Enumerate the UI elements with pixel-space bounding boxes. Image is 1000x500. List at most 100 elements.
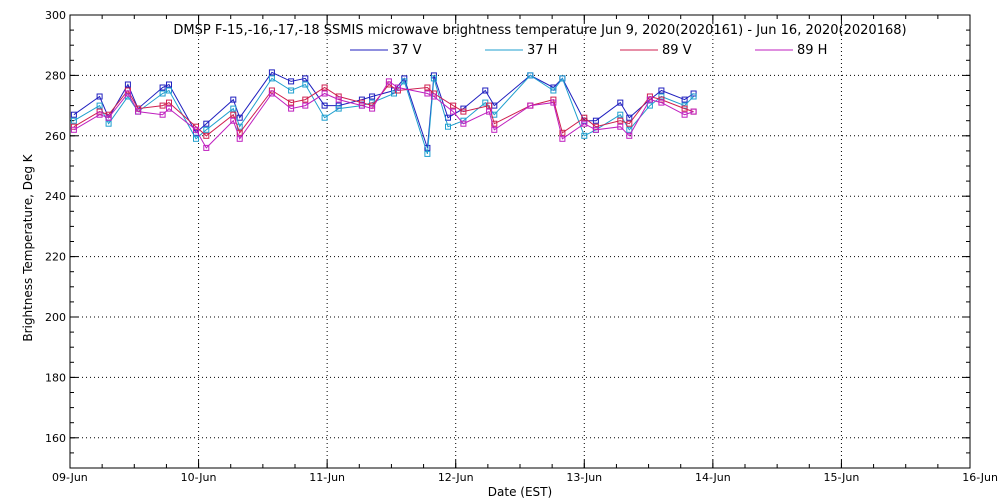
data-point xyxy=(358,102,365,109)
data-point xyxy=(450,108,457,115)
data-point xyxy=(486,108,493,115)
legend-item: 37 V xyxy=(350,43,422,58)
data-point xyxy=(135,108,142,115)
data-point xyxy=(491,126,498,133)
x-tick-label: 09-Jun xyxy=(52,471,88,484)
data-point xyxy=(159,84,166,91)
data-point xyxy=(230,105,237,112)
data-point xyxy=(646,93,653,100)
data-point xyxy=(626,120,633,127)
data-point xyxy=(527,72,534,79)
data-point xyxy=(681,105,688,112)
data-point xyxy=(230,111,237,118)
data-point xyxy=(592,126,599,133)
data-point xyxy=(626,114,633,121)
data-series xyxy=(70,69,697,157)
series-37-v xyxy=(70,69,697,151)
data-point xyxy=(424,150,431,157)
data-point xyxy=(430,93,437,100)
data-point xyxy=(559,75,566,82)
data-point xyxy=(626,126,633,133)
x-tick-label: 11-Jun xyxy=(309,471,345,484)
y-tick-label: 200 xyxy=(45,311,66,324)
data-point xyxy=(268,75,275,82)
data-point xyxy=(302,81,309,88)
data-point xyxy=(193,126,199,133)
data-point xyxy=(559,135,566,142)
data-point xyxy=(159,90,166,97)
data-point xyxy=(321,84,328,91)
data-point xyxy=(335,105,342,112)
legend-label: 89 V xyxy=(662,43,692,58)
data-point xyxy=(203,126,210,133)
data-point xyxy=(288,105,295,112)
data-point xyxy=(424,84,431,91)
x-tick-label: 13-Jun xyxy=(566,471,602,484)
data-point xyxy=(230,117,237,124)
legend-item: 89 H xyxy=(755,43,827,58)
data-point xyxy=(646,102,653,109)
data-point xyxy=(288,87,295,94)
y-axis-label: Brightness Temperature, Deg K xyxy=(21,153,35,341)
legend-label: 37 H xyxy=(527,43,557,58)
data-point xyxy=(626,132,633,139)
data-point xyxy=(236,114,243,121)
data-point xyxy=(658,87,665,94)
series-line xyxy=(73,83,694,137)
chart-title: DMSP F-15,-16,-17,-18 SSMIS microwave br… xyxy=(173,23,906,38)
data-point xyxy=(592,117,599,124)
data-point xyxy=(690,93,697,100)
data-point xyxy=(193,135,199,142)
data-point xyxy=(166,81,172,88)
legend: 37 V 37 H 89 V 89 H xyxy=(350,43,827,58)
legend-label: 37 V xyxy=(392,43,422,58)
data-point xyxy=(203,132,210,139)
data-point xyxy=(658,93,665,100)
data-point xyxy=(105,120,112,127)
data-point xyxy=(236,135,243,142)
data-point xyxy=(288,78,295,85)
data-point xyxy=(105,114,112,121)
data-point xyxy=(302,75,309,82)
data-point xyxy=(96,111,103,118)
series-89-h xyxy=(70,78,697,151)
legend-label: 89 H xyxy=(797,43,827,58)
data-point xyxy=(268,69,275,76)
data-point xyxy=(302,102,309,109)
x-axis-label: Date (EST) xyxy=(488,485,552,499)
x-tick-label: 14-Jun xyxy=(695,471,731,484)
data-point xyxy=(96,102,103,109)
y-tick-label: 240 xyxy=(45,190,66,203)
data-point xyxy=(230,96,237,103)
grid-lines xyxy=(70,15,970,468)
data-point xyxy=(124,90,131,97)
data-point xyxy=(70,117,77,124)
data-point xyxy=(592,123,599,130)
data-point xyxy=(321,90,328,97)
data-point xyxy=(581,114,588,121)
data-point xyxy=(166,105,172,112)
data-point xyxy=(460,120,467,127)
plot-frame xyxy=(69,14,971,469)
data-point xyxy=(166,87,172,94)
legend-item: 89 V xyxy=(620,43,692,58)
series-line xyxy=(73,80,694,149)
data-point xyxy=(559,129,566,136)
data-point xyxy=(491,120,498,127)
data-point xyxy=(617,117,624,124)
data-point xyxy=(550,87,557,94)
data-point xyxy=(385,78,392,85)
data-point xyxy=(96,108,103,115)
data-point xyxy=(581,120,588,127)
data-point xyxy=(335,96,342,103)
y-tick-label: 160 xyxy=(45,432,66,445)
data-point xyxy=(527,102,534,109)
data-point xyxy=(445,123,451,130)
y-tick-label: 260 xyxy=(45,130,66,143)
data-point xyxy=(124,81,131,88)
x-tick-label: 16-Jun xyxy=(962,471,998,484)
data-point xyxy=(70,111,77,118)
data-point xyxy=(96,93,103,100)
y-tick-label: 280 xyxy=(45,69,66,82)
